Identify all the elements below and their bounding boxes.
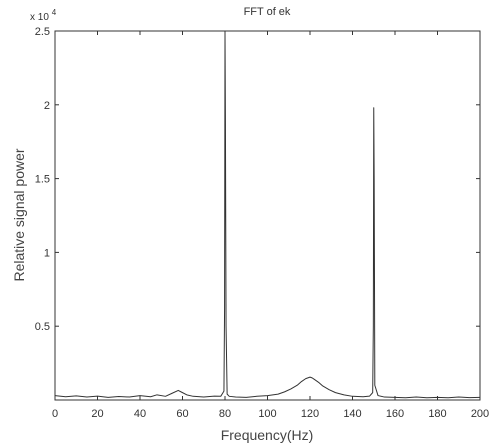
y-tick-label: 1.5 xyxy=(35,174,50,186)
x-tick-label: 0 xyxy=(52,408,58,420)
y-tick-label: 2.5 xyxy=(35,26,50,38)
x-tick-label: 200 xyxy=(471,408,489,420)
x-tick-label: 20 xyxy=(91,408,103,420)
y-axis-multiplier-exponent: 4 xyxy=(52,8,57,17)
y-axis-multiplier: x 10 4 xyxy=(30,8,57,23)
chart-title: FFT of ek xyxy=(244,6,291,18)
data-layer xyxy=(54,30,481,399)
x-tick-label: 160 xyxy=(386,408,404,420)
x-tick-label: 40 xyxy=(134,408,146,420)
x-axis-title: Frequency(Hz) xyxy=(221,427,314,443)
x-tick-label: 140 xyxy=(343,408,361,420)
y-tick-label: 2 xyxy=(44,100,50,112)
x-tick-label: 60 xyxy=(176,408,188,420)
y-tick-label: 1 xyxy=(44,247,50,259)
y-axis: 0.5 1 1.5 2 2.5 xyxy=(35,26,480,333)
series-line-0 xyxy=(54,30,481,399)
y-axis-title: Relative signal power xyxy=(11,148,27,281)
x-axis: 0 20 40 60 80 100 120 140 160 180 200 xyxy=(52,31,489,420)
plot-background xyxy=(55,31,480,400)
y-tick-label: 0.5 xyxy=(35,321,50,333)
x-tick-label: 180 xyxy=(428,408,446,420)
x-tick-label: 120 xyxy=(301,408,319,420)
y-axis-multiplier-base: x 10 xyxy=(30,12,49,23)
x-tick-label: 100 xyxy=(258,408,276,420)
x-tick-label: 80 xyxy=(219,408,231,420)
